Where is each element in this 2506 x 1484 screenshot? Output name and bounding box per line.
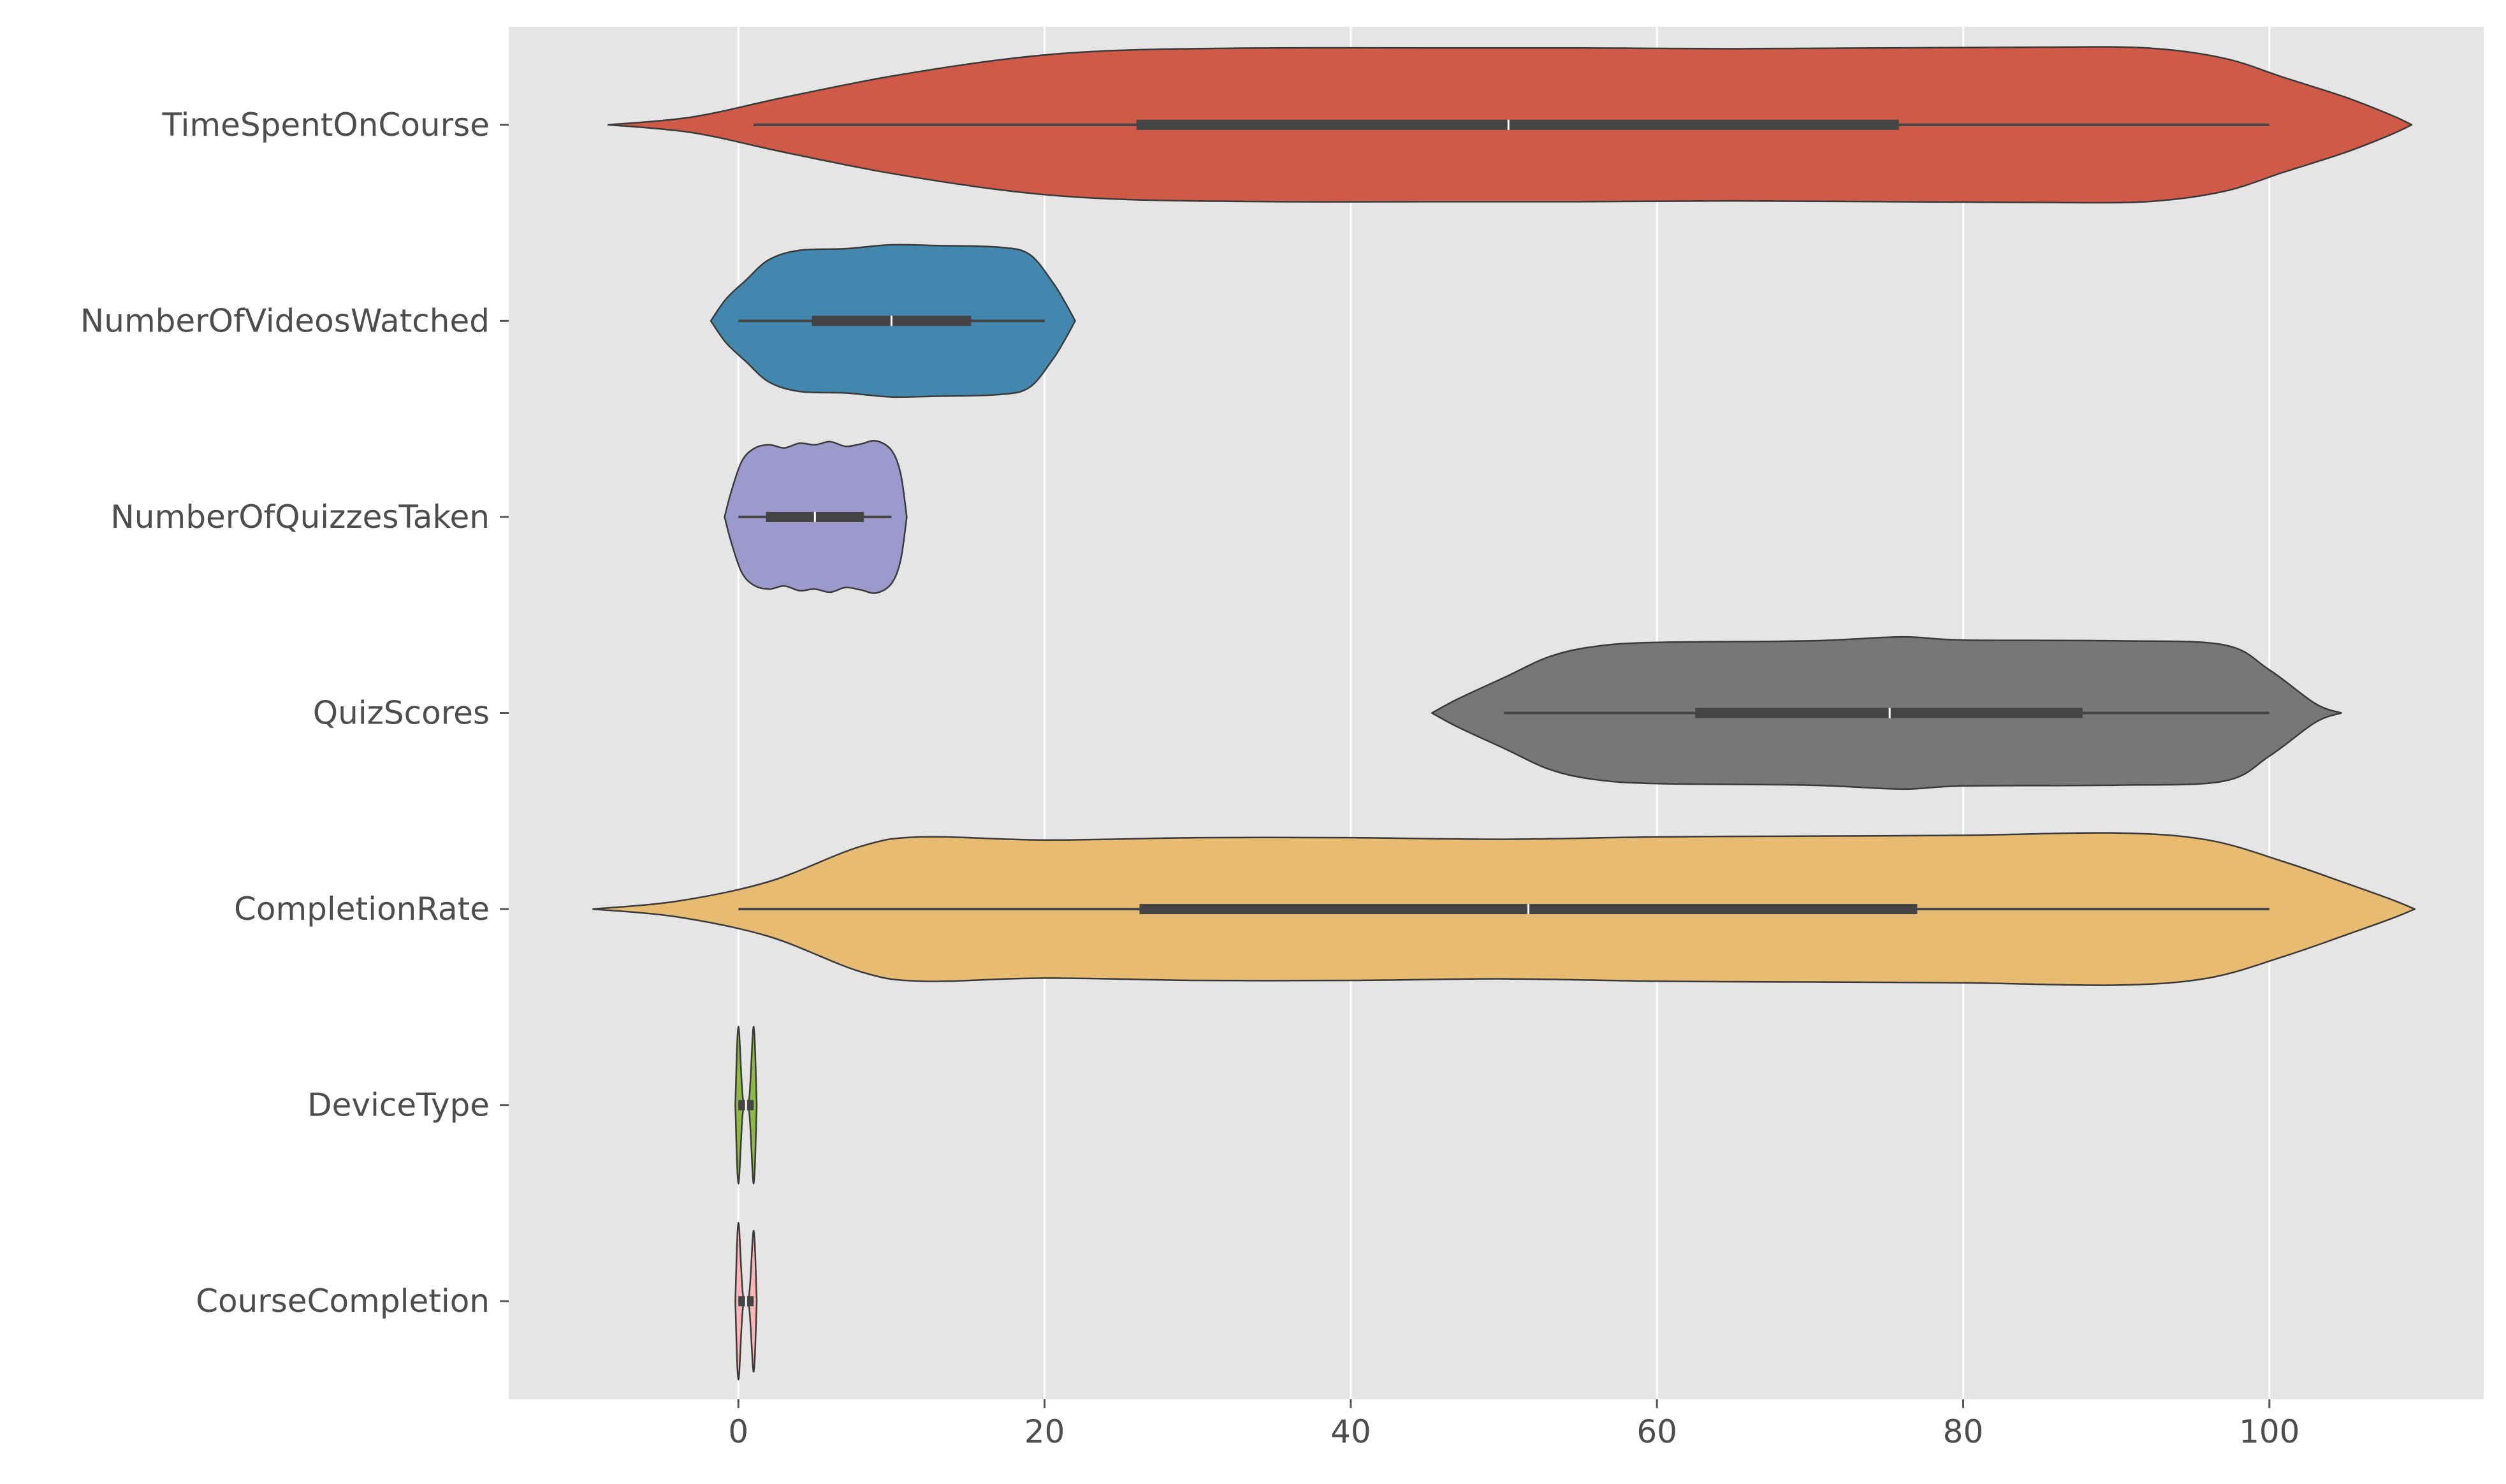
y-tick-label-completionrate: CompletionRate: [234, 891, 490, 927]
violin-timespentoncourse: [607, 46, 2413, 204]
y-tick-label-coursecompletion: CourseCompletion: [196, 1283, 490, 1320]
y-tick-label-quizscores: QuizScores: [313, 695, 490, 732]
y-tick-label-numberofvideoswatched: NumberOfVideosWatched: [80, 302, 490, 339]
y-axis: TimeSpentOnCourse NumberOfVideosWatched Nu…: [80, 106, 509, 1320]
x-tick-label-100: 100: [2239, 1413, 2299, 1450]
y-tick-label-numberofquizzestaken: NumberOfQuizzesTaken: [110, 498, 490, 535]
violin-numberofquizzestaken: [724, 440, 908, 594]
violins: [592, 46, 2416, 1381]
violin-completionrate: [592, 832, 2416, 986]
violin-quizscores: [1431, 636, 2342, 790]
x-tick-label-60: 60: [1636, 1413, 1677, 1450]
x-tick-label-80: 80: [1943, 1413, 1984, 1450]
x-tick-label-40: 40: [1330, 1413, 1371, 1450]
violin-numberofvideoswatched: [710, 244, 1076, 398]
x-axis: 0 20 40 60 80 100: [728, 1399, 2300, 1450]
violin-coursecompletion: [734, 1221, 758, 1381]
violin-devicetype: [734, 1026, 758, 1184]
x-tick-label-0: 0: [728, 1413, 748, 1450]
y-tick-label-timespentoncourse: TimeSpentOnCourse: [161, 106, 490, 143]
y-tick-label-devicetype: DeviceType: [307, 1087, 490, 1124]
x-tick-label-20: 20: [1024, 1413, 1065, 1450]
iqr-box-timespentoncourse: [1136, 119, 1899, 130]
